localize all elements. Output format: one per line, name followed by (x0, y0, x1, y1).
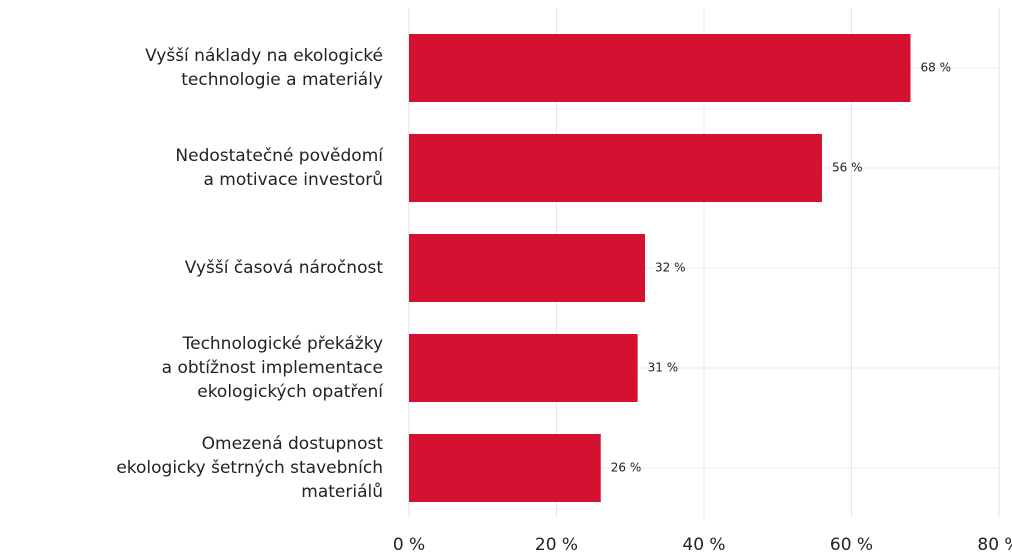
category-label: Vyšší náklady na ekologické technologie a… (145, 46, 383, 90)
bar (409, 434, 601, 502)
category-label-line: materiálů (301, 482, 383, 502)
category-label: Omezená dostupnost ekologicky šetrných st… (116, 434, 383, 502)
category-label-line: Vyšší náklady na ekologické (145, 46, 383, 66)
bar (409, 334, 638, 402)
category-label-line: technologie a materiály (181, 70, 383, 90)
x-tick-label: 20 % (535, 535, 578, 554)
value-label: 68 % (921, 61, 952, 75)
bar (409, 134, 822, 202)
bar (409, 234, 645, 302)
x-tick-label: 80 % (977, 535, 1012, 554)
value-label: 26 % (611, 461, 642, 475)
category-label-line: ekologicky šetrných stavebních (116, 458, 383, 478)
category-label-line: Technologické překážky (182, 334, 383, 354)
category-label-line: Nedostatečné povědomí (175, 146, 384, 166)
value-label: 32 % (655, 261, 686, 275)
category-label: Vyšší časová náročnost (185, 258, 384, 278)
x-tick-label: 40 % (682, 535, 725, 554)
value-label: 56 % (832, 161, 863, 175)
x-tick-label: 60 % (830, 535, 873, 554)
bar (409, 34, 911, 102)
category-label: Nedostatečné povědomí a motivace investor… (175, 146, 384, 190)
category-label-line: Omezená dostupnost (202, 434, 384, 454)
value-label: 31 % (648, 361, 679, 375)
category-label: Technologické překážky a obtížnost implem… (162, 334, 385, 402)
category-label-line: Vyšší časová náročnost (185, 258, 384, 278)
category-label-line: a motivace investorů (203, 170, 383, 190)
x-tick-label: 0 % (393, 535, 425, 554)
category-label-line: ekologických opatření (197, 382, 384, 402)
category-label-line: a obtížnost implementace (162, 358, 383, 378)
